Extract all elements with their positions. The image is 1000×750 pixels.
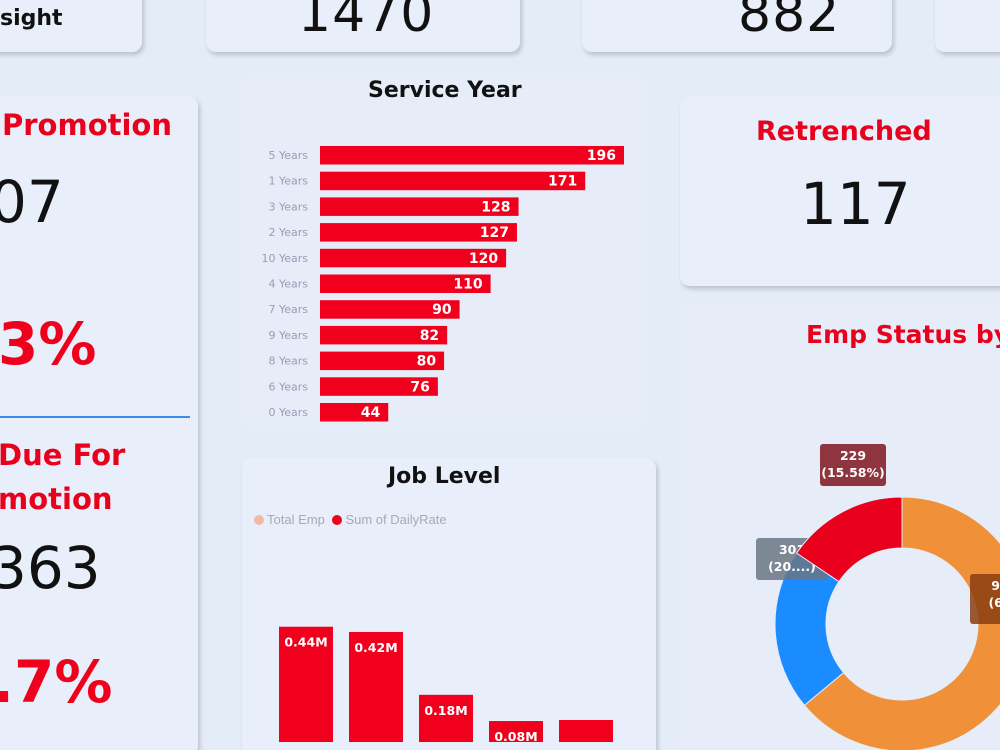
bar: [320, 197, 519, 216]
promotion-pct: 3%: [0, 310, 97, 378]
tick-label: 3 Years: [268, 200, 308, 213]
job-level-title: Job Level: [388, 464, 501, 489]
data-label: 128: [481, 199, 510, 215]
donut-slice: [795, 496, 903, 583]
tick-label: 10 Years: [261, 252, 308, 265]
data-label: 90: [432, 302, 452, 318]
tick-label: 7 Years: [268, 303, 308, 316]
kpi-card-partial: [935, 0, 1000, 52]
service-year-chart: 5 Years 196 1 Years 171 3 Years 128 2 Years 127…: [261, 146, 624, 422]
retrenched-card: Retrenched 117: [680, 96, 1000, 286]
data-label: 80: [417, 354, 437, 370]
data-label: 120: [469, 251, 498, 267]
bar: [320, 248, 507, 268]
data-label: (63: [988, 595, 1000, 610]
data-label: 229: [840, 448, 866, 463]
divider: [0, 416, 190, 418]
tick-label: 0 Years: [268, 406, 308, 419]
kpi-card-insight: sight: [0, 0, 142, 52]
tick-label: 8 Years: [268, 355, 308, 368]
data-label: 44: [361, 405, 381, 421]
retrenched-title: Retrenched: [756, 116, 932, 147]
data-label: 127: [480, 225, 509, 241]
legend-dot: [254, 515, 264, 525]
kpi-card-active-employees: 882: [582, 0, 892, 52]
service-year-title: Service Year: [368, 78, 522, 103]
tick-label: 1 Years: [268, 175, 308, 188]
emp-status-donut: 94(63301(20....)229(15.58%): [756, 444, 1000, 750]
emp-status-card: Emp Status by 94(63301(20....)229(15.58%…: [680, 302, 1000, 750]
kpi-card-value: 1470: [298, 0, 435, 44]
data-label: 76: [410, 379, 429, 395]
kpi-card-label: sight: [0, 6, 63, 31]
promotion-title: Promotion: [2, 108, 172, 142]
promotion-card: Promotion 07 3% Due For motion 363 .7%: [0, 96, 198, 750]
bar: [320, 325, 448, 345]
kpi-card-total-employees: 1470: [206, 0, 520, 52]
legend-item-total-emp[interactable]: Total Emp: [254, 512, 325, 527]
bar: [419, 694, 473, 742]
bar: [320, 274, 491, 293]
bar: [320, 403, 389, 422]
due-for-promotion-title-line1: Due For: [0, 438, 126, 472]
bar: [489, 721, 543, 742]
tick-label: 6 Years: [268, 380, 308, 393]
legend-label: Total Emp: [267, 512, 325, 527]
bar: [279, 626, 333, 742]
job-level-card: Job Level Total Emp Sum of DailyRate 0.4…: [242, 458, 656, 750]
tick-label: 2 Years: [268, 226, 308, 239]
bar: [320, 171, 586, 191]
kpi-card-value: 882: [738, 0, 841, 44]
data-label: (15.58%): [821, 465, 885, 480]
service-year-card: Service Year 5 Years 196 1 Years 171 3 Years…: [240, 76, 644, 428]
due-for-promotion-title-line2: motion: [0, 482, 113, 516]
data-label: (20....): [768, 559, 816, 574]
job-level-chart: 0.44M 0.42M 0.18M 0.08M: [279, 626, 613, 744]
bar: [320, 351, 445, 371]
tick-label: 4 Years: [268, 278, 308, 291]
tick-label: 9 Years: [268, 329, 308, 342]
legend-label: Sum of DailyRate: [345, 512, 447, 527]
bar: [320, 223, 517, 242]
bar: [559, 720, 613, 742]
data-label: 0.42M: [354, 640, 397, 655]
job-level-legend: Total Emp Sum of DailyRate: [254, 512, 447, 527]
data-label-box: [820, 444, 886, 486]
data-label-box: [970, 574, 1000, 624]
data-label: 0.08M: [494, 729, 537, 744]
due-for-promotion-value: 363: [0, 534, 101, 602]
bar: [320, 377, 438, 396]
data-label: 196: [587, 148, 616, 164]
data-label: 0.18M: [424, 703, 467, 718]
data-label: 82: [420, 328, 439, 344]
data-label: 0.44M: [284, 635, 327, 650]
bar: [320, 146, 624, 165]
data-label: 94: [991, 578, 1000, 593]
due-for-promotion-pct: .7%: [0, 648, 113, 716]
tick-label: 5 Years: [268, 149, 308, 162]
emp-status-title: Emp Status by: [806, 320, 1000, 349]
promotion-value: 07: [0, 168, 64, 236]
legend-dot: [332, 515, 343, 525]
legend-item-sum-dailyrate[interactable]: Sum of DailyRate: [332, 512, 447, 527]
retrenched-value: 117: [800, 170, 911, 238]
bar: [349, 631, 403, 742]
data-label: 110: [453, 277, 482, 293]
bar: [320, 300, 460, 319]
data-label: 171: [548, 174, 577, 190]
